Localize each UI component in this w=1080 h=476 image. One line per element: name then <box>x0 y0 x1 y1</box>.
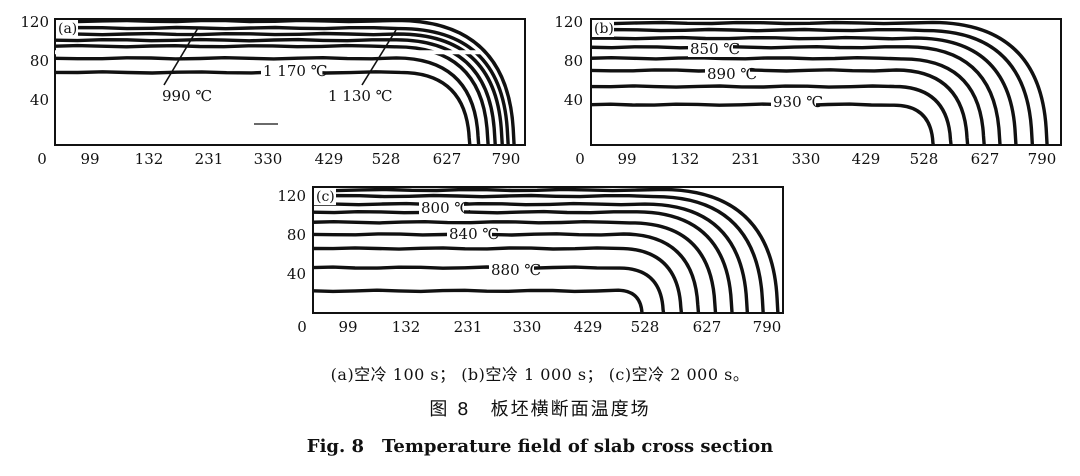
panel-label-bg <box>314 188 336 205</box>
isotherm-label-bg <box>771 94 816 110</box>
y-tick-label: 80 <box>30 52 49 70</box>
x-tick-label: 99 <box>80 150 99 168</box>
isotherm-line <box>55 56 481 145</box>
x-tick-label: 429 <box>315 150 344 168</box>
isotherm-label-bg <box>261 63 323 79</box>
isotherm-label: 890 ℃ <box>707 65 757 83</box>
isotherm-label-bg <box>447 226 492 242</box>
y-tick-label: 80 <box>564 52 583 70</box>
y-tick-label: 120 <box>277 187 306 205</box>
y-tick-label: 120 <box>554 13 583 31</box>
x-tick-label: 429 <box>852 150 881 168</box>
isotherm-label: 800 ℃ <box>421 199 471 217</box>
y-tick-label: 40 <box>287 265 306 283</box>
isotherm-line <box>55 37 497 145</box>
x-tick-label: 132 <box>671 150 700 168</box>
x-tick-label: 790 <box>753 318 782 336</box>
y-tick-label: 80 <box>287 226 306 244</box>
isotherm-line <box>313 232 701 313</box>
x-tick-label: 99 <box>338 318 357 336</box>
isotherm-label-bg <box>489 262 534 278</box>
x-tick-label: 528 <box>631 318 660 336</box>
isotherm-line <box>591 56 986 145</box>
isotherm-label: 1 170 ℃ <box>263 62 328 80</box>
x-tick-label: 627 <box>693 318 722 336</box>
label-leader-line <box>361 29 397 86</box>
x-tick-label: 132 <box>392 318 421 336</box>
isotherm-line <box>591 84 953 145</box>
figure-caption-en: Fig. 8 Temperature field of slab cross s… <box>306 436 774 457</box>
chart-panel-b: 850 ℃ 890 ℃ 930 ℃ (b) 0 99 132 231 330 429 528 627 7… <box>554 13 1062 168</box>
y-tick-label: 40 <box>564 91 583 109</box>
x-tick-label: 132 <box>135 150 164 168</box>
x-tick-label: 0 <box>575 150 585 168</box>
isotherm-line <box>313 246 684 313</box>
isotherm-line <box>55 70 472 145</box>
x-tick-label: 790 <box>1028 150 1057 168</box>
panel-label-bg <box>56 20 78 37</box>
figure-caption-cn: 图 8 板坯横断面温度场 <box>429 399 651 420</box>
chart-panel-a: 990 ℃ 1 170 ℃1 130 ℃ (a) 0 99 132 231 330 429 528… <box>20 13 526 168</box>
isotherm-line <box>591 68 970 145</box>
x-tick-label: 627 <box>971 150 1000 168</box>
isotherm-group <box>55 19 516 145</box>
isotherm-label-bg <box>419 200 464 216</box>
panel-label: (a) <box>58 21 77 37</box>
x-tick-label: 528 <box>372 150 401 168</box>
isotherm-line <box>313 288 644 313</box>
x-tick-label: 0 <box>297 318 307 336</box>
isotherm-line <box>313 187 780 313</box>
x-tick-label: 0 <box>37 150 47 168</box>
y-tick-label: 40 <box>30 91 49 109</box>
figure-subcaption: (a)空冷 100 s； (b)空冷 1 000 s； (c)空冷 2 000 … <box>330 365 750 384</box>
isotherm-label-bg <box>326 88 388 104</box>
x-tick-label: 429 <box>574 318 603 336</box>
x-tick-label: 231 <box>454 318 483 336</box>
x-tick-label: 528 <box>910 150 939 168</box>
isotherm-line <box>591 20 1049 145</box>
isotherm-line <box>55 43 490 145</box>
isotherm-line <box>591 35 1018 145</box>
isotherm-label: 840 ℃ <box>449 225 499 243</box>
panel-label: (b) <box>594 21 614 37</box>
x-tick-label: 99 <box>617 150 636 168</box>
isotherm-line <box>313 265 666 313</box>
isotherm-label: 1 130 ℃ <box>328 87 393 105</box>
x-tick-label: 330 <box>792 150 821 168</box>
isotherm-label: 850 ℃ <box>690 40 740 58</box>
panel-label-bg <box>592 20 614 37</box>
isotherm-line <box>591 27 1035 145</box>
x-tick-label: 790 <box>492 150 521 168</box>
x-tick-label: 330 <box>513 318 542 336</box>
isotherm-line <box>55 31 504 145</box>
panel-label: (c) <box>316 189 335 205</box>
isotherm-label-bg <box>160 88 205 104</box>
isotherm-label-bg <box>688 41 733 57</box>
isotherm-line <box>313 220 718 313</box>
y-tick-label: 120 <box>20 13 49 31</box>
x-tick-label: 231 <box>732 150 761 168</box>
isotherm-line <box>313 193 765 313</box>
x-tick-label: 330 <box>254 150 283 168</box>
label-leader-line <box>163 27 199 86</box>
isotherm-label: 930 ℃ <box>773 93 823 111</box>
isotherm-line <box>591 102 935 145</box>
isotherm-line <box>55 19 516 145</box>
isotherm-line <box>55 25 510 145</box>
isotherm-label: 880 ℃ <box>491 261 541 279</box>
x-tick-label: 231 <box>195 150 224 168</box>
isotherm-label: 990 ℃ <box>162 87 212 105</box>
chart-panel-c: 800 ℃ 840 ℃ 880 ℃ (c) 0 99 132 231 330 429 528 627 7… <box>277 186 784 336</box>
isotherm-label-bg <box>705 66 750 82</box>
isotherm-group <box>591 20 1049 145</box>
x-tick-label: 627 <box>433 150 462 168</box>
